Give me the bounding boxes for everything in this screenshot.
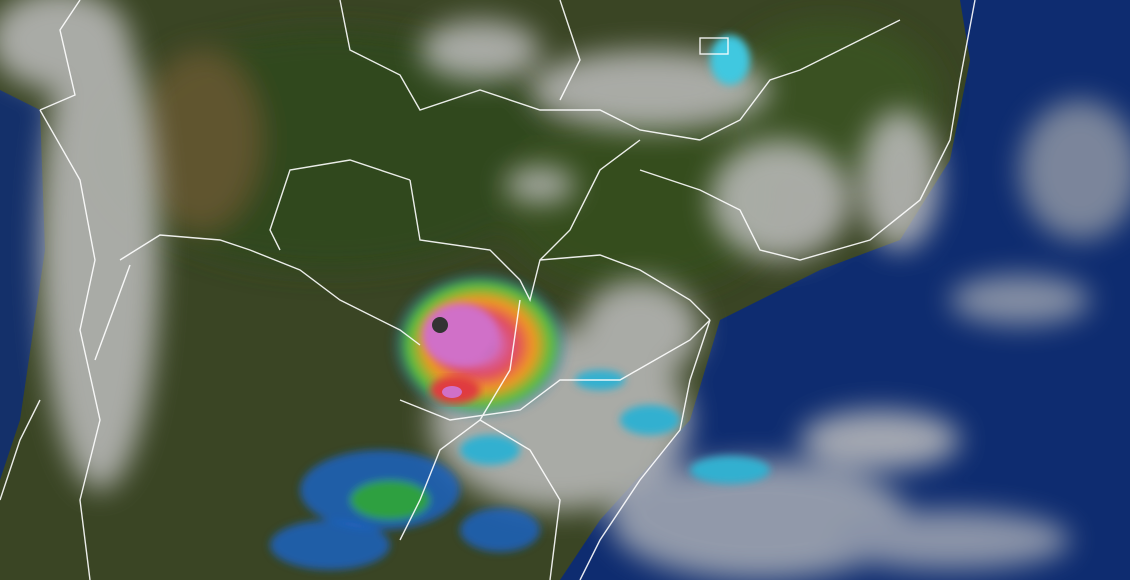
political-borders [0, 0, 976, 580]
atlantic-ocean [560, 0, 1130, 580]
storm-system [390, 270, 570, 420]
rain-cells [270, 35, 770, 570]
pacific-ocean [0, 90, 45, 480]
